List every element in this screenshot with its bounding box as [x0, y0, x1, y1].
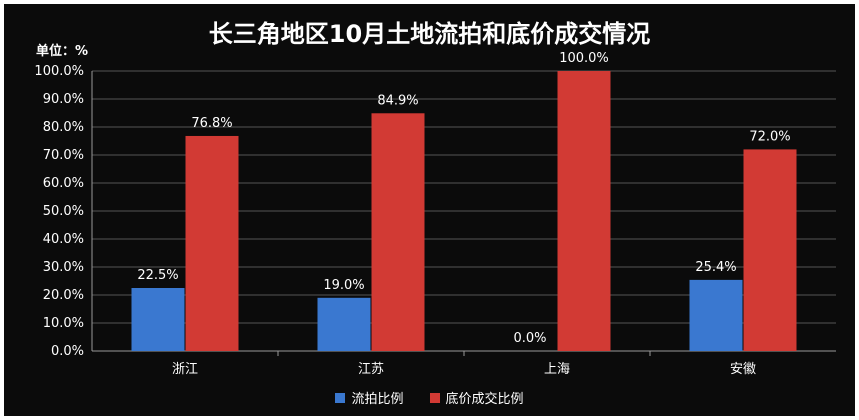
y-tick-label: 100.0%: [34, 64, 84, 79]
y-tick-label: 10.0%: [43, 316, 84, 331]
data-label-series-1-3: 72.0%: [749, 129, 790, 144]
bar-series-1-1: [371, 113, 425, 351]
y-tick-label: 50.0%: [43, 204, 84, 219]
bar-series-0-1: [317, 297, 371, 351]
x-tick-label-0: 浙江: [172, 362, 198, 377]
data-label-series-1-0: 76.8%: [191, 116, 232, 131]
unit-label: 单位：%: [36, 44, 89, 59]
bar-series-1-3: [743, 149, 797, 351]
y-tick-label: 30.0%: [43, 260, 84, 275]
legend-label-series-1: 底价成交比例: [445, 392, 524, 407]
legend-item-series-0: 流拍比例: [335, 388, 404, 407]
x-tick-label-3: 安徽: [730, 362, 756, 377]
data-label-series-0-3: 25.4%: [695, 260, 736, 275]
legend-label-series-0: 流拍比例: [351, 392, 404, 407]
bar-series-1-2: [557, 71, 611, 351]
x-tick-label-1: 江苏: [358, 361, 384, 377]
data-label-series-0-2: 0.0%: [513, 331, 546, 346]
legend-item-series-1: 底价成交比例: [429, 388, 524, 407]
bar-series-0-0: [131, 288, 185, 351]
y-tick-label: 60.0%: [43, 176, 84, 191]
y-tick-label: 90.0%: [43, 92, 84, 107]
y-tick-label: 70.0%: [43, 148, 84, 163]
chart-title: 长三角地区10月土地流拍和底价成交情况: [208, 20, 651, 48]
y-tick-label: 80.0%: [43, 120, 84, 135]
y-tick-label: 40.0%: [43, 232, 84, 247]
chart-legend: 流拍比例 底价成交比例: [0, 388, 859, 407]
data-label-series-1-2: 100.0%: [559, 51, 609, 66]
data-label-series-0-0: 22.5%: [137, 268, 178, 283]
data-label-series-0-1: 19.0%: [323, 278, 364, 293]
bar-series-0-3: [689, 279, 743, 351]
bar-series-1-0: [185, 135, 239, 351]
y-tick-label: 20.0%: [43, 288, 84, 303]
data-label-series-1-1: 84.9%: [377, 93, 418, 108]
legend-swatch-series-1: [429, 392, 440, 403]
legend-swatch-series-0: [335, 392, 346, 403]
x-tick-label-2: 上海: [544, 362, 570, 377]
y-tick-label: 0.0%: [51, 344, 84, 359]
